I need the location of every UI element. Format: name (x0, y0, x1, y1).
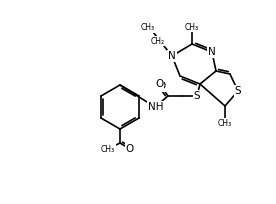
Text: S: S (194, 91, 200, 101)
Text: O: O (126, 144, 134, 154)
Text: CH₃: CH₃ (141, 23, 155, 32)
Text: CH₃: CH₃ (185, 22, 199, 31)
Text: CH₃: CH₃ (218, 119, 232, 128)
Text: NH: NH (148, 102, 164, 112)
Text: N: N (208, 47, 216, 57)
Text: CH₂: CH₂ (151, 37, 165, 45)
Text: S: S (235, 86, 241, 96)
Text: O: O (157, 81, 165, 91)
Text: N: N (168, 51, 176, 61)
Text: CH₃: CH₃ (101, 144, 115, 153)
Text: O: O (155, 79, 163, 89)
